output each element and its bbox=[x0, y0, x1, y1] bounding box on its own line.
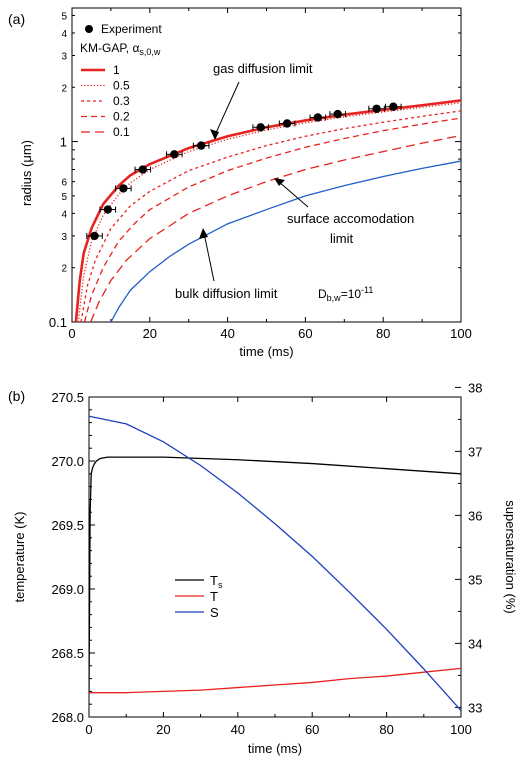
plot-frame-b bbox=[88, 396, 462, 718]
y-tick-label-left-b: 269.5 bbox=[51, 518, 84, 533]
y-axis-label-left-b: temperature (K) bbox=[12, 511, 27, 602]
y-tick-label-right-b: 33 bbox=[468, 700, 482, 715]
y-tick-label-a: 4 bbox=[61, 29, 67, 40]
x-tick-label-a: 0 bbox=[68, 326, 75, 341]
y-axis-label-right-b: supersaturation (%) bbox=[503, 500, 518, 613]
x-tick-label-a: 20 bbox=[143, 326, 157, 341]
y-tick-label-left-b: 268.5 bbox=[51, 646, 84, 661]
experiment-point bbox=[138, 165, 147, 174]
legend-label-0.5: 0.5 bbox=[113, 79, 130, 93]
series-line-1 bbox=[74, 99, 461, 322]
x-tick-label-a: 100 bbox=[450, 326, 472, 341]
series-line-S bbox=[89, 415, 461, 712]
y-tick-label-right-b: 36 bbox=[468, 508, 482, 523]
y-tick-label-left-b: 268.0 bbox=[51, 710, 84, 725]
arrow-surface bbox=[277, 180, 309, 208]
experiment-point bbox=[256, 123, 265, 132]
legend-label-0.1: 0.1 bbox=[113, 125, 130, 139]
arrow-gas bbox=[214, 81, 240, 136]
panel-b: (b) 0 20 40 60 80 100 time (ms) 268.0 268.5 269.0 2… bbox=[8, 380, 518, 756]
arrowhead-bulk bbox=[199, 228, 208, 239]
legend-a: Experiment KM-GAP, αs,0,w 1 0.50.3 0.20.1 bbox=[80, 22, 162, 139]
legend-label-0.3: 0.3 bbox=[113, 94, 130, 108]
annotation-gas-diffusion-limit: gas diffusion limit bbox=[213, 61, 313, 76]
panel-label-b: (b) bbox=[8, 388, 25, 404]
x-tick-label-a: 80 bbox=[376, 326, 390, 341]
plot-frame-a bbox=[71, 7, 462, 323]
x-tick-label-b: 0 bbox=[85, 722, 92, 737]
y-tick-label-a: 4 bbox=[61, 209, 67, 220]
legend-label-S: S bbox=[210, 605, 219, 620]
experiment-point bbox=[119, 184, 128, 193]
annotation-surface-accomodation: surface accomodation bbox=[287, 211, 414, 226]
annotation-db-sub: b,w bbox=[327, 293, 342, 303]
legend-label-sub: s bbox=[218, 580, 223, 590]
x-axis-label-a: time (ms) bbox=[239, 344, 293, 359]
experiment-point bbox=[372, 104, 381, 113]
y-tick-label-a: 5 bbox=[61, 11, 67, 22]
arrowhead-gas bbox=[210, 129, 219, 140]
x-tick-label-b: 60 bbox=[305, 722, 319, 737]
annotation-surface-limit: limit bbox=[330, 231, 353, 246]
y-tick-label-a: 2 bbox=[61, 264, 67, 275]
x-tick-label-b: 80 bbox=[379, 722, 393, 737]
y-tick-label-a: 3 bbox=[61, 232, 67, 243]
annotation-bulk-diffusion-limit: bulk diffusion limit bbox=[175, 286, 278, 301]
legend-model-title-sub: s,0,w bbox=[139, 47, 161, 57]
x-tick-label-b: 100 bbox=[450, 722, 472, 737]
x-tick-label-b: 40 bbox=[231, 722, 245, 737]
series-line-0.2 bbox=[83, 117, 461, 322]
panel-a: (a) 0 20 40 60 80 100 time (ms) 0.1 2 3 4 5 6 1 2 3 4 5 rad… bbox=[8, 7, 472, 359]
experiment-point bbox=[282, 119, 292, 128]
y-tick-label-a: 1 bbox=[60, 135, 67, 150]
series-line-0.3 bbox=[80, 110, 461, 322]
annotation-db-sup: -11 bbox=[361, 285, 373, 295]
legend-label-Ts: Ts bbox=[210, 573, 223, 590]
x-axis-label-b: time (ms) bbox=[248, 741, 302, 756]
y-tick-label-right-b: 38 bbox=[468, 380, 482, 395]
arrow-bulk bbox=[203, 232, 215, 282]
legend-model-title: KM-GAP, αs,0,w bbox=[80, 41, 161, 57]
x-tick-label-b: 20 bbox=[156, 722, 170, 737]
experiment-point bbox=[90, 231, 99, 241]
experiment-point bbox=[170, 150, 179, 159]
x-tick-label-a: 60 bbox=[298, 326, 312, 341]
y-tick-label-a: 5 bbox=[61, 192, 67, 203]
y-tick-label-left-b: 270.5 bbox=[51, 390, 84, 405]
series-line-bulk-diffusion-limit bbox=[110, 160, 461, 322]
experiment-point bbox=[313, 113, 323, 122]
annotation-db-rest: =10 bbox=[341, 287, 362, 301]
experiment-point bbox=[196, 141, 206, 150]
experiment-point bbox=[389, 102, 398, 111]
series-line-Ts bbox=[89, 456, 461, 692]
y-tick-label-a: 0.1 bbox=[49, 315, 67, 330]
y-tick-label-right-b: 34 bbox=[468, 636, 482, 651]
legend-marker-experiment bbox=[85, 25, 93, 33]
series-line-T bbox=[89, 667, 461, 694]
legend-label-1: 1 bbox=[113, 63, 120, 77]
legend-label-T: T bbox=[210, 589, 218, 604]
legend-label-experiment: Experiment bbox=[101, 22, 162, 36]
y-tick-label-a: 6 bbox=[61, 178, 67, 189]
x-tick-label-a: 40 bbox=[220, 326, 234, 341]
legend-label-0.2: 0.2 bbox=[113, 110, 130, 124]
y-tick-label-right-b: 35 bbox=[468, 572, 482, 587]
experiment-point bbox=[103, 205, 112, 214]
y-tick-label-left-b: 270.0 bbox=[51, 454, 84, 469]
panel-label-a: (a) bbox=[8, 11, 25, 27]
y-tick-label-right-b: 37 bbox=[468, 444, 482, 459]
y-tick-label-left-b: 269.0 bbox=[51, 582, 84, 597]
y-tick-label-a: 3 bbox=[61, 51, 67, 62]
arrowhead-surface bbox=[274, 178, 285, 186]
y-axis-label-a: radius (μm) bbox=[19, 140, 34, 206]
experiment-point bbox=[333, 109, 342, 119]
annotation-db: Db,w=10-11 bbox=[318, 285, 373, 303]
y-tick-label-a: 2 bbox=[61, 83, 67, 94]
series-line-0.1 bbox=[90, 134, 461, 322]
